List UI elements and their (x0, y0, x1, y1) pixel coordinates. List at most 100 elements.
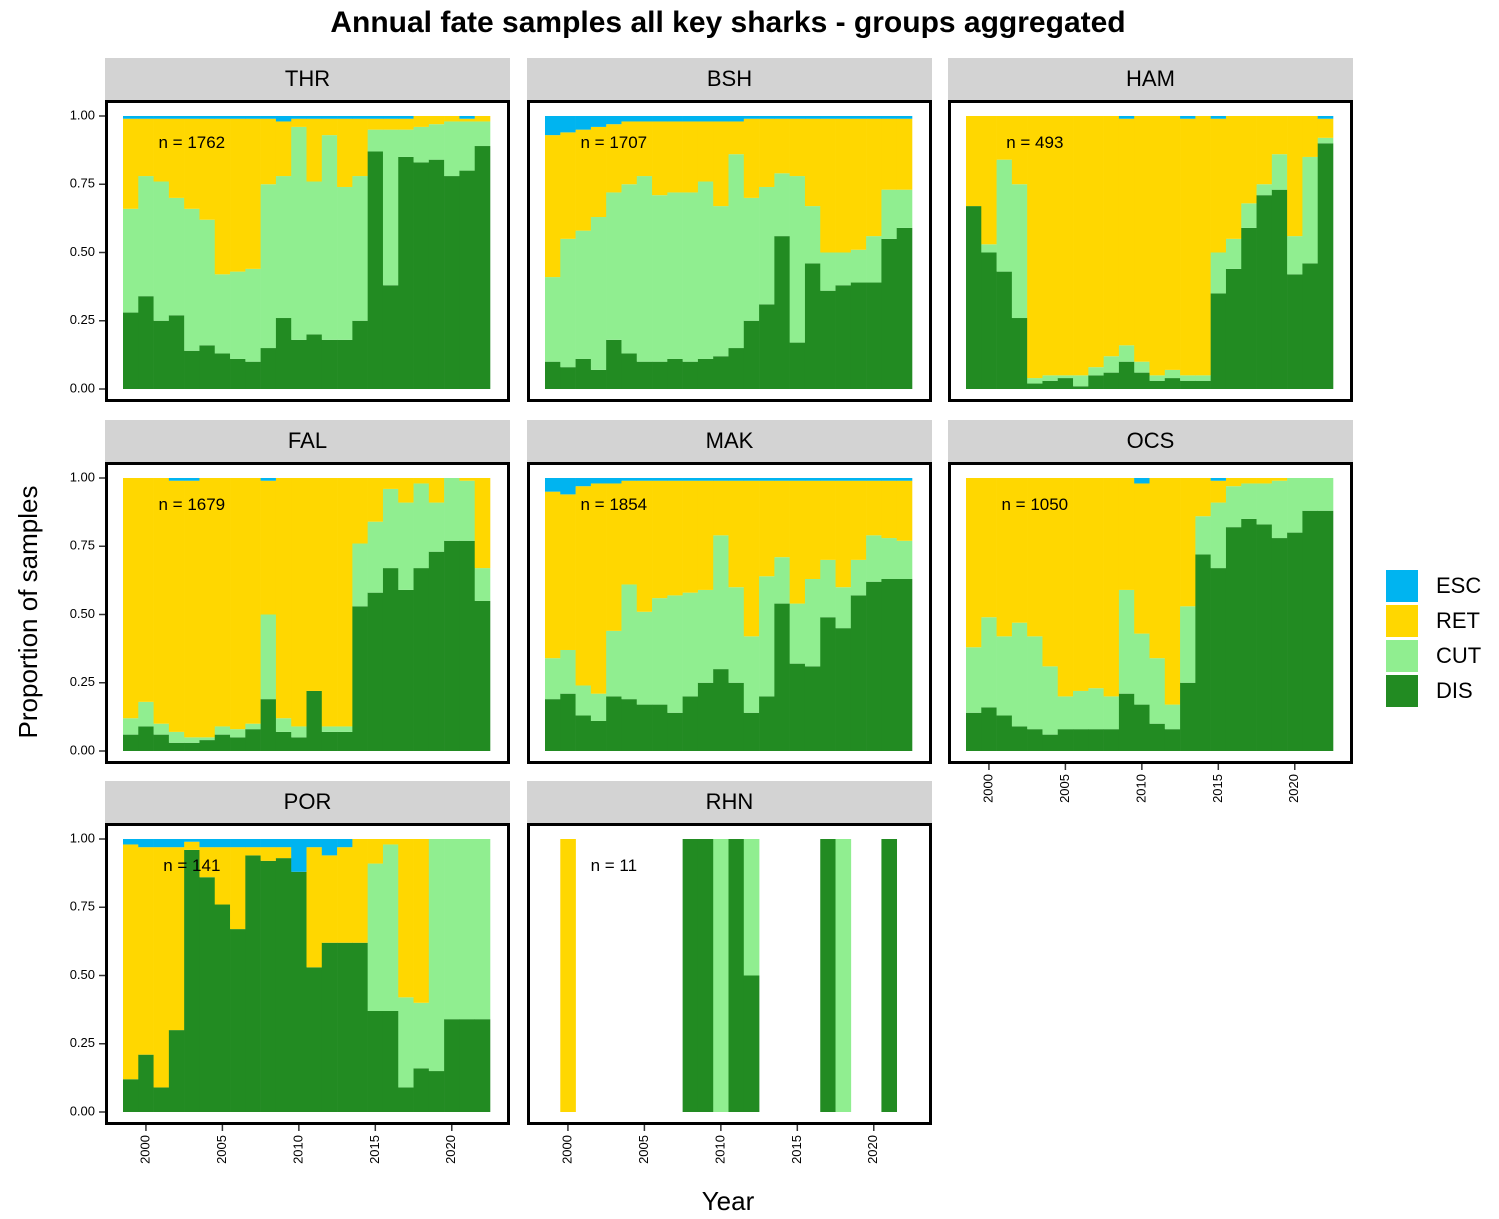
bar-segment (896, 579, 913, 751)
bar-segment (1271, 154, 1288, 190)
bar-segment (321, 118, 338, 136)
bar-segment (966, 478, 982, 648)
bar-segment (1256, 184, 1273, 196)
bar-segment (590, 369, 607, 389)
bar-segment (621, 353, 638, 389)
panel-annotation: n = 1050 (1001, 495, 1068, 514)
bar-segment (1180, 380, 1196, 389)
bar-segment (168, 197, 185, 316)
bar-segment (1241, 483, 1257, 519)
bar-segment (199, 847, 216, 878)
bar-segment (260, 860, 277, 1112)
strip-title: OCS (1127, 428, 1175, 453)
bar-segment (820, 559, 836, 618)
bar-segment (260, 614, 277, 700)
bar-segment (575, 230, 592, 359)
bar-segment (184, 839, 200, 842)
bar-segment (759, 116, 775, 119)
bar-segment (713, 356, 729, 389)
bar-segment (1271, 478, 1288, 481)
bar-segment (881, 118, 898, 190)
bar-segment (245, 268, 261, 362)
bar-segment (1195, 554, 1211, 751)
bar-segment (896, 540, 913, 580)
bar-segment (382, 839, 399, 845)
bar-segment (545, 658, 561, 700)
bar-segment (1180, 116, 1196, 119)
bar-segment (245, 847, 261, 856)
bar-segment (153, 118, 170, 182)
bar-segment (545, 135, 561, 278)
panel-annotation: n = 493 (1006, 133, 1063, 152)
bar-segment (382, 488, 399, 569)
bar-segment (682, 839, 699, 1112)
bar-segment (636, 121, 653, 177)
bar-segment (321, 116, 338, 119)
bar-segment (413, 1002, 430, 1069)
bar-segment (713, 206, 729, 357)
bar-segment (743, 197, 760, 321)
bar-segment (1027, 478, 1043, 637)
bar-segment (545, 491, 561, 659)
bar-segment (606, 630, 622, 697)
bar-segment (398, 589, 414, 751)
bar-segment (728, 478, 745, 481)
bar-segment (1011, 478, 1028, 623)
bar-segment (275, 847, 292, 859)
bar-segment (560, 132, 576, 239)
bar-segment (275, 858, 292, 1112)
strip (527, 420, 932, 462)
legend-key (1386, 570, 1418, 602)
bar-segment (606, 696, 622, 751)
bar-segment (1225, 478, 1242, 487)
bar-segment (168, 315, 185, 389)
bar-segment (981, 244, 997, 253)
bar-segment (321, 135, 338, 340)
bar-segment (123, 312, 139, 389)
bar-segment (428, 1071, 445, 1112)
bar-segment (245, 478, 261, 724)
y-tick-label: 0.25 (70, 312, 95, 327)
bar-segment (123, 844, 139, 1080)
bar-segment (260, 118, 277, 185)
bar-segment (352, 116, 368, 119)
bar-segment (713, 480, 729, 536)
bar-segment (1287, 478, 1303, 533)
bar-segment (367, 478, 384, 522)
bar-segment (621, 584, 638, 700)
bar-segment (896, 480, 913, 541)
bar-segment (444, 116, 460, 122)
legend-key (1386, 605, 1418, 637)
bar-segment (1027, 383, 1043, 389)
bar-segment (789, 176, 806, 343)
bar-segment (138, 118, 154, 177)
bar-segment (337, 116, 353, 119)
bar-segment (881, 238, 898, 389)
bar-segment (1210, 118, 1227, 253)
panel-annotation: n = 1854 (580, 495, 647, 514)
bar-segment (1271, 480, 1288, 539)
bar-segment (306, 967, 323, 1112)
bar-segment (352, 942, 368, 1112)
bar-segment (1118, 118, 1135, 346)
bar-segment (1042, 478, 1059, 667)
bar-segment (713, 535, 729, 670)
bar-segment (367, 839, 384, 864)
strip-title: THR (285, 66, 330, 91)
bar-segment (459, 116, 476, 119)
bar-segment (697, 358, 714, 389)
bar-segment (1302, 478, 1319, 511)
bar-segment (1118, 693, 1135, 751)
bar-segment (896, 478, 913, 481)
bar-segment (682, 192, 699, 362)
bar-segment (1057, 375, 1074, 379)
bar-segment (184, 350, 200, 389)
bar-segment (337, 942, 353, 1112)
bar-segment (459, 1019, 476, 1112)
bar-segment (321, 726, 338, 732)
bar-segment (1195, 116, 1211, 376)
bar-segment (590, 116, 607, 127)
bar-segment (850, 249, 867, 283)
strip (948, 58, 1353, 100)
bar-segment (850, 595, 867, 751)
